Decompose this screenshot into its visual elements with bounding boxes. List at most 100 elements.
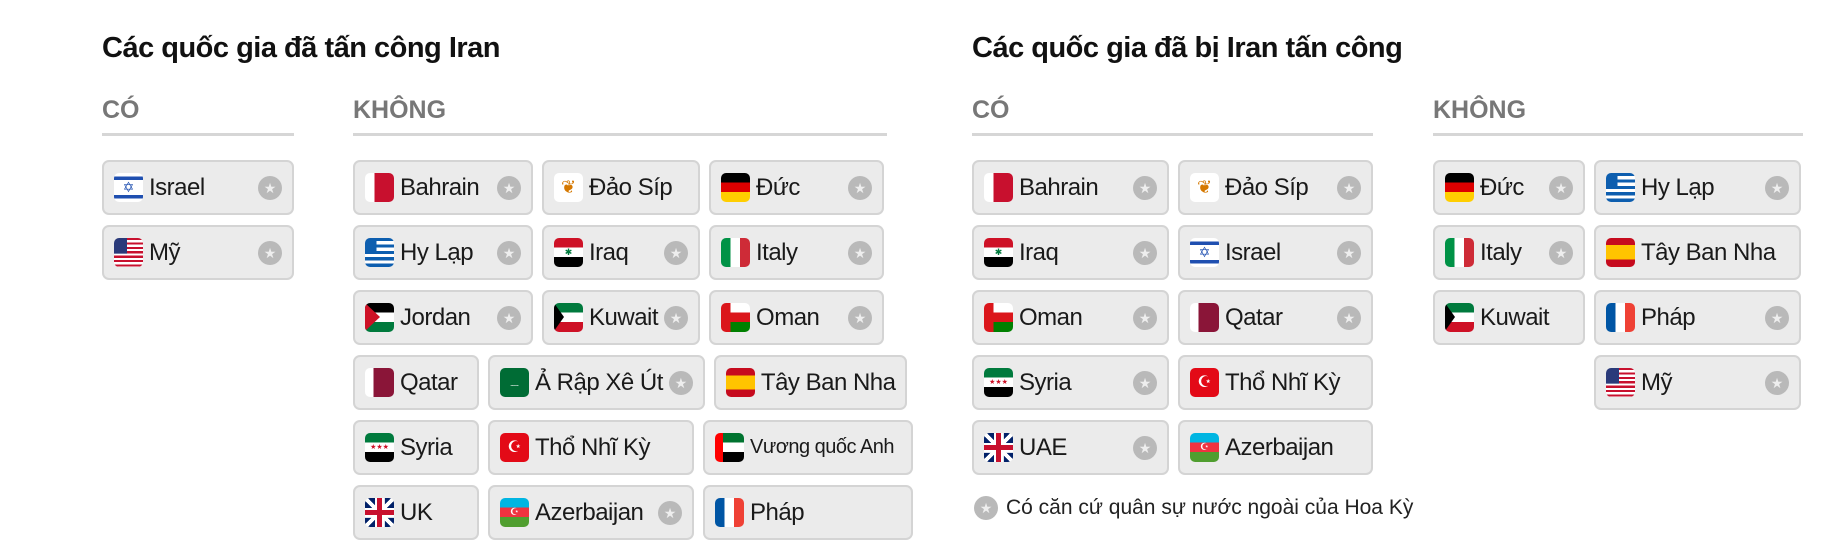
- country-label: Iraq: [1019, 238, 1059, 266]
- country-chip-spain: Tây Ban Nha: [713, 355, 908, 410]
- country-label: Azerbaijan: [1225, 433, 1334, 461]
- country-chip-turkey: ☪ Thổ Nhĩ Kỳ: [488, 420, 694, 475]
- country-chip-israel: ✡ Israel ★: [1178, 225, 1373, 280]
- chip-row: Bahrain ★ ❦ Đảo Síp Đức ★: [353, 160, 913, 215]
- flag-cyprus-icon: ❦: [554, 173, 583, 202]
- country-label: UAE: [1019, 433, 1067, 461]
- flag-italy-icon: [1445, 238, 1474, 267]
- star-circle-icon: ★: [848, 240, 872, 265]
- country-chip-iraq: ✱ Iraq ★: [972, 225, 1169, 280]
- country-label: Đảo Síp: [1225, 173, 1309, 201]
- left-no-header: KHÔNG: [353, 96, 887, 136]
- country-label: Oman: [1019, 303, 1083, 331]
- star-circle-icon: ★: [1765, 175, 1789, 200]
- country-label: Israel: [149, 173, 205, 201]
- star-circle-icon: ★: [258, 175, 282, 200]
- star-circle-icon: ★: [848, 305, 873, 330]
- flag-france-icon: [1606, 303, 1635, 332]
- country-chip-qatar: Qatar: [353, 355, 479, 410]
- flag-kuwait-icon: [1445, 303, 1474, 332]
- country-chip-greece: Hy Lạp ★: [353, 225, 533, 280]
- star-circle-icon: ★: [1133, 175, 1157, 200]
- flag-bahrain-icon: [365, 173, 394, 202]
- legend-text: Có căn cứ quân sự nước ngoài của Hoa Kỳ: [1006, 496, 1414, 519]
- country-label: Tây Ban Nha: [1641, 238, 1776, 266]
- right-no-list: Đức ★ Hy Lạp ★ Italy ★ Tây Ban Nha Kuwait Pháp ★ M…: [1433, 160, 1801, 420]
- country-label: Pháp: [750, 498, 805, 526]
- country-label: Jordan: [400, 303, 471, 331]
- legend: ★ Có căn cứ quân sự nước ngoài của Hoa K…: [974, 496, 1413, 520]
- star-circle-icon: ★: [258, 240, 282, 265]
- flag-saudi-icon: ﹏: [500, 368, 529, 397]
- flag-oman-icon: [721, 303, 751, 332]
- star-circle-icon: ★: [1549, 240, 1573, 265]
- chip-row: Italy ★ Tây Ban Nha: [1433, 225, 1801, 280]
- country-chip-uk: UAE ★: [972, 420, 1169, 475]
- flag-syria-icon: ★★★: [984, 368, 1013, 397]
- chip-row: Mỹ ★: [1433, 355, 1801, 410]
- chip-row: UK ☪ Azerbaijan ★ Pháp: [353, 485, 913, 540]
- country-label: Vương quốc Anh: [750, 436, 895, 458]
- chip-row: ★★★ Syria ☪ Thổ Nhĩ Kỳ Vương quốc Anh: [353, 420, 913, 475]
- star-circle-icon: ★: [974, 496, 998, 520]
- left-title: Các quốc gia đã tấn công Iran: [102, 32, 501, 64]
- right-yes-list: Bahrain ★ ❦ Đảo Síp ★ ✱ Iraq ★ ✡ Israel ★ Oman ★ Qata…: [972, 160, 1373, 485]
- country-chip-iraq: ✱ Iraq ★: [542, 225, 700, 280]
- country-chip-turkey: ☪ Thổ Nhĩ Kỳ: [1178, 355, 1373, 410]
- chip-row: Đức ★ Hy Lạp ★: [1433, 160, 1801, 215]
- country-label: Pháp: [1641, 303, 1696, 331]
- chip-row: Jordan ★ Kuwait ★ Oman ★: [353, 290, 913, 345]
- left-yes-list: ✡ Israel ★ Mỹ ★: [102, 160, 294, 290]
- chip-row: Kuwait Pháp ★: [1433, 290, 1801, 345]
- country-label: Israel: [1225, 238, 1281, 266]
- chip-row: ✡ Israel ★: [102, 160, 294, 215]
- chip-row: Oman ★ Qatar ★: [972, 290, 1373, 345]
- star-circle-icon: ★: [1337, 175, 1361, 200]
- flag-greece-icon: [1606, 173, 1635, 202]
- country-chip-kuwait: Kuwait: [1433, 290, 1585, 345]
- flag-kuwait-icon: [554, 303, 583, 332]
- star-circle-icon: ★: [1765, 370, 1789, 395]
- star-circle-icon: ★: [1133, 305, 1157, 330]
- country-label: Kuwait: [589, 303, 659, 331]
- left-no-list: Bahrain ★ ❦ Đảo Síp Đức ★ Hy Lạp ★ ✱ Iraq ★ Italy ★ J…: [353, 160, 913, 550]
- star-circle-icon: ★: [1337, 240, 1361, 265]
- country-chip-oman: Oman ★: [972, 290, 1169, 345]
- country-label: Thổ Nhĩ Kỳ: [535, 433, 651, 461]
- star-circle-icon: ★: [1337, 305, 1361, 330]
- country-chip-uae: Vương quốc Anh: [703, 420, 913, 475]
- flag-turkey-icon: ☪: [500, 433, 529, 462]
- country-label: Italy: [1480, 238, 1522, 266]
- country-chip-france: Pháp: [703, 485, 913, 540]
- chip-row: Hy Lạp ★ ✱ Iraq ★ Italy ★: [353, 225, 913, 280]
- flag-uae-icon: [715, 433, 744, 462]
- country-chip-syria: ★★★ Syria ★: [972, 355, 1169, 410]
- country-chip-greece: Hy Lạp ★: [1594, 160, 1801, 215]
- country-chip-bahrain: Bahrain ★: [972, 160, 1169, 215]
- country-label: Azerbaijan: [535, 498, 644, 526]
- country-label: Hy Lạp: [1641, 173, 1715, 201]
- country-chip-italy: Italy ★: [1433, 225, 1585, 280]
- star-circle-icon: ★: [1549, 175, 1573, 200]
- country-label: Đảo Síp: [589, 173, 673, 201]
- country-label: Tây Ban Nha: [760, 368, 896, 396]
- star-circle-icon: ★: [1133, 435, 1157, 460]
- country-label: Italy: [756, 238, 798, 266]
- country-chip-bahrain: Bahrain ★: [353, 160, 533, 215]
- country-label: Qatar: [1225, 303, 1283, 331]
- country-chip-italy: Italy ★: [709, 225, 884, 280]
- country-label: Qatar: [400, 368, 458, 396]
- right-yes-header: CÓ: [972, 96, 1373, 136]
- country-label: Đức: [1480, 173, 1524, 201]
- country-label: Hy Lạp: [400, 238, 474, 266]
- chip-row: Mỹ ★: [102, 225, 294, 280]
- chip-row: ✱ Iraq ★ ✡ Israel ★: [972, 225, 1373, 280]
- flag-israel-icon: ✡: [1190, 238, 1219, 267]
- flag-cyprus-icon: ❦: [1190, 173, 1219, 202]
- flag-germany-icon: [1445, 173, 1474, 202]
- star-circle-icon: ★: [1765, 305, 1789, 330]
- country-chip-usa: Mỹ ★: [102, 225, 294, 280]
- flag-italy-icon: [721, 238, 750, 267]
- left-yes-header: CÓ: [102, 96, 294, 136]
- country-label: Ả Rập Xê Út: [535, 368, 663, 396]
